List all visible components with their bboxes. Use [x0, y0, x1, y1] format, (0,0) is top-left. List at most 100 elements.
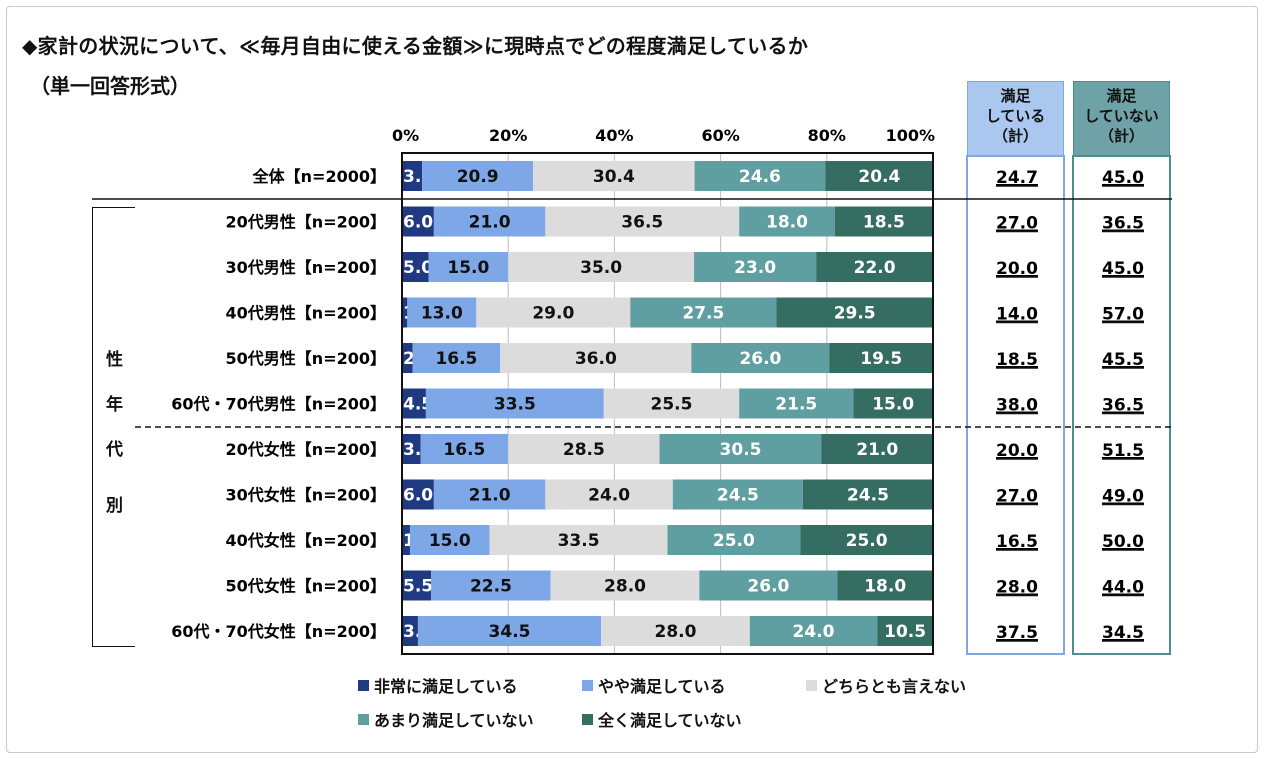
bar-segment — [402, 479, 434, 510]
bar-segment — [816, 252, 933, 282]
bar-segment — [402, 161, 423, 191]
bar-segment — [837, 570, 933, 601]
category-label: 50代女性【n=200】 — [226, 577, 386, 596]
bar-segment — [533, 161, 695, 191]
unsatisfied-total-value: 45.5 — [1102, 350, 1144, 370]
data-label: 25.5 — [651, 395, 693, 415]
gender-age-group-bracket: 性 年 代 別 — [92, 207, 135, 647]
unsatisfied-total-column — [1072, 155, 1171, 655]
data-label: 33.5 — [494, 395, 536, 415]
data-label: 24.6 — [739, 167, 781, 187]
bar-segment — [428, 252, 509, 282]
bar-segment — [402, 206, 434, 237]
bar-segment — [691, 343, 830, 373]
data-label: 24.5 — [847, 486, 889, 506]
unsatisfied-total-value: 36.5 — [1102, 214, 1144, 234]
data-label: 6.0 — [403, 486, 433, 506]
bar-segment — [630, 297, 777, 328]
data-label: 24.5 — [717, 486, 759, 506]
bar-segment — [409, 525, 490, 555]
bar-segment — [545, 206, 740, 237]
data-label: 25.0 — [713, 531, 755, 551]
category-label: 20代女性【n=200】 — [226, 440, 386, 459]
data-label: 25.0 — [846, 531, 888, 551]
data-label: 36.5 — [621, 213, 663, 233]
data-label: 28.0 — [604, 577, 646, 597]
legend-swatch-not-very-satisfied — [358, 714, 369, 725]
legend-swatch-very-satisfied — [358, 680, 369, 691]
unsatisfied-header-line-1: 満足 — [1106, 87, 1137, 105]
bar-segment — [825, 161, 934, 191]
satisfied-total-value: 24.7 — [996, 168, 1038, 188]
bar-segment — [739, 388, 854, 419]
bar-segment — [749, 616, 878, 646]
bar-segment — [402, 388, 426, 419]
bar-segment — [659, 434, 822, 464]
satisfied-header-line-2: している — [985, 107, 1046, 125]
data-label: 13.0 — [421, 304, 463, 324]
chart-title: ◆家計の状況について、≪毎月自由に使える金額≫に現時点でどの程度満足しているか — [22, 34, 809, 58]
bar-segment — [802, 479, 933, 510]
bar-segment — [694, 161, 826, 191]
category-label: 30代男性【n=200】 — [226, 258, 386, 277]
data-label: 15.0 — [429, 531, 471, 551]
category-label: 60代・70代女性【n=200】 — [171, 622, 386, 641]
satisfied-total-value: 20.0 — [996, 441, 1038, 461]
data-label: 34.5 — [489, 622, 531, 642]
bar-segment — [422, 161, 534, 191]
legend-item-neither: どちらとも言えない — [806, 673, 966, 697]
data-label: 27.5 — [682, 304, 724, 324]
bar-segment — [433, 479, 546, 510]
data-label: 15.0 — [447, 258, 489, 278]
data-label: 19.5 — [860, 349, 902, 369]
data-label: 18.0 — [864, 577, 906, 597]
group-label-char-3: 代 — [106, 440, 123, 460]
bar-segment — [402, 570, 432, 601]
data-label: 26.0 — [739, 349, 781, 369]
bar-segment — [433, 206, 546, 237]
category-label: 40代女性【n=200】 — [226, 531, 386, 550]
data-label: 22.5 — [470, 577, 512, 597]
bar-segment — [407, 297, 477, 328]
unsatisfied-total-value: 57.0 — [1102, 305, 1144, 325]
bar-segment — [425, 388, 604, 419]
group-label-char-1: 性 — [106, 350, 123, 370]
legend-swatch-somewhat-satisfied — [582, 680, 593, 691]
bar-segment — [402, 252, 429, 282]
satisfied-total-column — [966, 155, 1065, 655]
bar-segment — [550, 570, 700, 601]
data-label: 24.0 — [793, 622, 835, 642]
bar-segment — [476, 297, 631, 328]
unsatisfied-total-value: 50.0 — [1102, 532, 1144, 552]
bar-segment — [545, 479, 673, 510]
data-label: 33.5 — [558, 531, 600, 551]
bar-segment — [402, 343, 413, 373]
bar-segment — [834, 206, 933, 237]
bar-segment — [402, 616, 418, 646]
data-label: 28.5 — [563, 440, 605, 460]
bar-segment — [739, 206, 835, 237]
data-label: 21.5 — [775, 395, 817, 415]
data-label: 21.0 — [469, 486, 511, 506]
data-label: 16.5 — [435, 349, 477, 369]
satisfied-total-value: 20.0 — [996, 259, 1038, 279]
bar-segment — [829, 343, 933, 373]
category-label: 40代男性【n=200】 — [226, 304, 386, 323]
data-label: 20.4 — [858, 167, 900, 187]
satisfied-total-value: 37.5 — [996, 623, 1038, 643]
category-label: 20代男性【n=200】 — [226, 213, 386, 232]
unsatisfied-total-value: 44.0 — [1102, 578, 1144, 598]
bar-segment — [402, 434, 421, 464]
bar-segment — [877, 616, 933, 646]
category-label: 30代女性【n=200】 — [226, 486, 386, 505]
satisfied-total-value: 27.0 — [996, 487, 1038, 507]
plot-border — [401, 152, 934, 655]
unsatisfied-total-value: 34.5 — [1102, 623, 1144, 643]
bar-segment — [603, 388, 740, 419]
bar-segment — [667, 525, 801, 555]
unsatisfied-total-value: 49.0 — [1102, 487, 1144, 507]
unsatisfied-total-value: 45.0 — [1102, 168, 1144, 188]
category-label: 60代・70代男性【n=200】 — [171, 395, 386, 414]
satisfied-total-value: 38.0 — [996, 396, 1038, 416]
